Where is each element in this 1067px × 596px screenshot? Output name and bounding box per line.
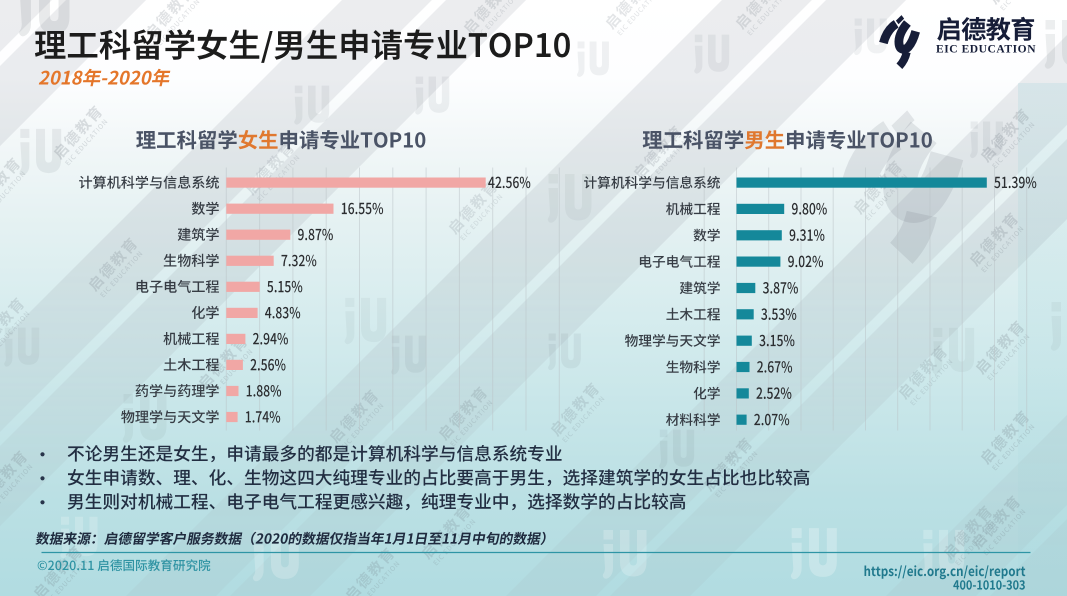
- svg-text:EIC EDUCATION: EIC EDUCATION: [936, 44, 1036, 56]
